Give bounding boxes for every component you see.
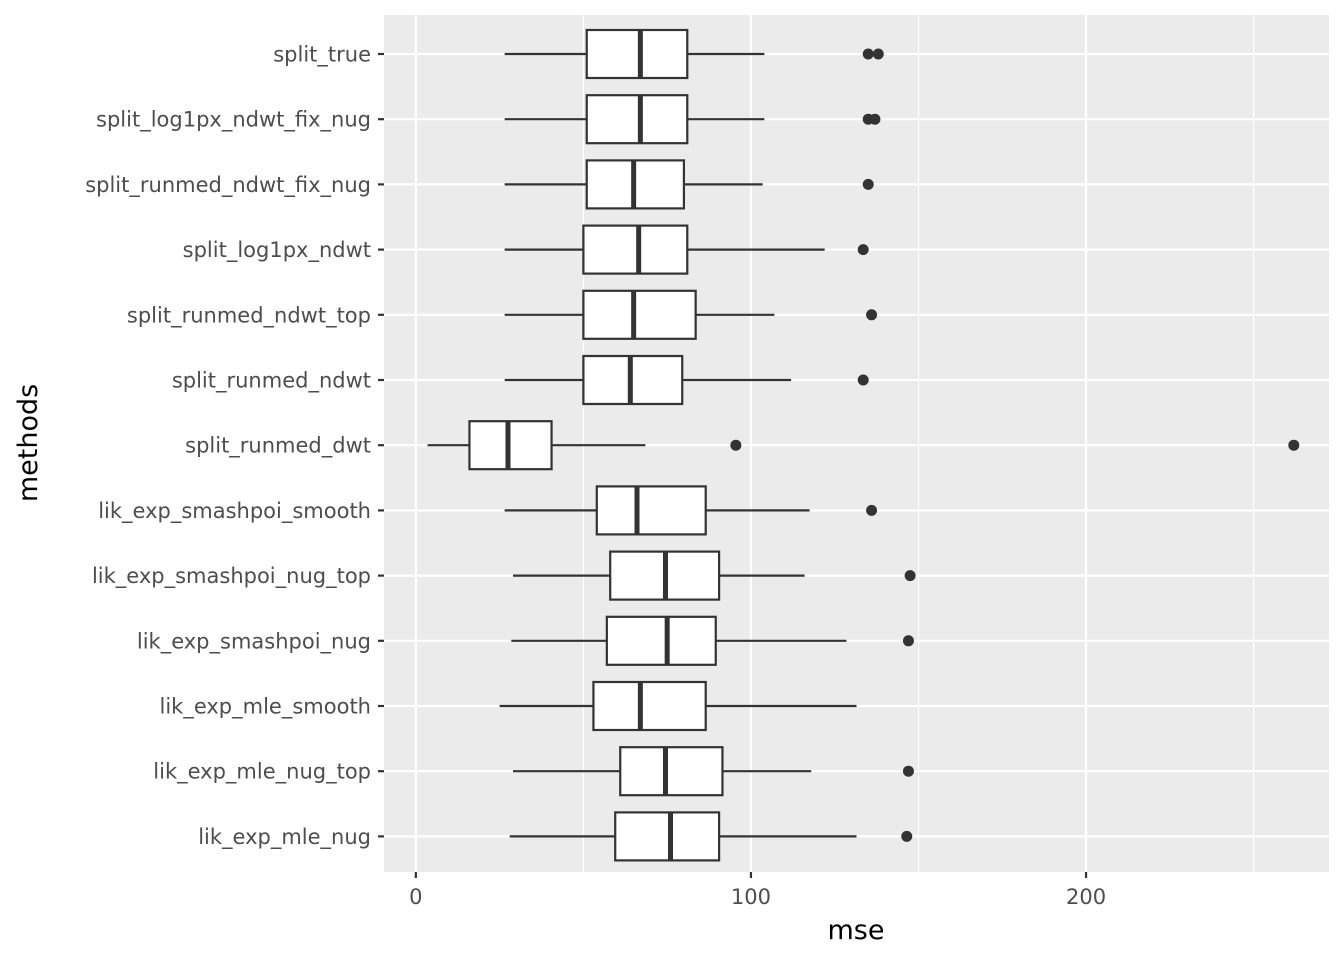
box-iqr [592,680,707,732]
outlier-point [857,374,869,386]
outlier-point [872,48,884,60]
outlier-point [862,178,874,190]
box-lik_exp_mle_nug [509,811,913,862]
box-iqr [585,94,689,145]
box-lik_exp_smashpoi_nug_top [513,550,916,601]
box-iqr [619,746,724,797]
outlier-point [1288,439,1300,451]
y-tick-label: split_log1px_ndwt_fix_nug [96,108,371,133]
box-split_log1px_ndwt [504,224,869,275]
box-lik_exp_smashpoi_smooth [504,485,878,536]
y-tick-label: split_runmed_ndwt [172,369,371,394]
outlier-point [866,504,878,516]
y-axis-title: methods [13,384,44,502]
outlier-point [730,439,742,451]
outlier-point [857,244,869,256]
box-series [427,28,1300,862]
y-tick-label: split_runmed_dwt [185,434,371,459]
y-tick-label: lik_exp_mle_nug_top [153,760,371,785]
box-lik_exp_smashpoi_nug [511,615,914,666]
y-tick-label: split_runmed_ndwt_fix_nug [85,173,371,198]
x-tick-label: 100 [731,885,771,909]
box-split_runmed_ndwt_fix_nug [504,159,874,210]
y-axis: split_true split_log1px_ndwt_fix_nugsplit… [85,43,384,850]
outlier-point [862,48,874,60]
outlier-point [904,570,916,582]
y-tick-label: lik_exp_smashpoi_smooth [98,499,371,524]
box-iqr [582,354,684,406]
y-tick-label: lik_exp_smashpoi_nug_top [92,564,371,589]
x-tick-label: 200 [1066,885,1106,909]
outlier-point [902,635,914,647]
outlier-point [869,113,881,125]
box-iqr [585,28,689,80]
y-tick-label: split_runmed_ndwt_top [127,303,371,328]
box-iqr [605,615,717,666]
box-split_true [504,28,884,80]
box-split_runmed_dwt [427,420,1300,471]
box-lik_exp_mle_nug_top [513,746,914,797]
box-lik_exp_mle_smooth [499,680,857,732]
box-split_log1px_ndwt_fix_nug [504,94,881,145]
outlier-point [902,765,914,777]
y-tick-label: split_true [273,43,371,68]
box-iqr [582,224,689,275]
box-iqr [595,485,707,536]
box-split_runmed_ndwt [504,354,869,406]
box-iqr [614,811,721,862]
outlier-point [901,830,913,842]
box-split_runmed_ndwt_top [504,289,878,340]
box-iqr [468,420,553,471]
outlier-point [866,309,878,321]
y-tick-label: lik_exp_mle_nug [198,825,371,850]
y-tick-label: lik_exp_mle_smooth [160,695,372,720]
x-axis-title: mse [828,915,885,946]
y-tick-label: lik_exp_smashpoi_nug [137,629,371,654]
x-tick-label: 0 [409,885,422,909]
y-tick-label: split_log1px_ndwt [183,238,371,263]
x-axis: 0 100 200 [409,872,1106,909]
box-iqr [582,289,697,340]
minor-gridlines [582,15,1255,872]
